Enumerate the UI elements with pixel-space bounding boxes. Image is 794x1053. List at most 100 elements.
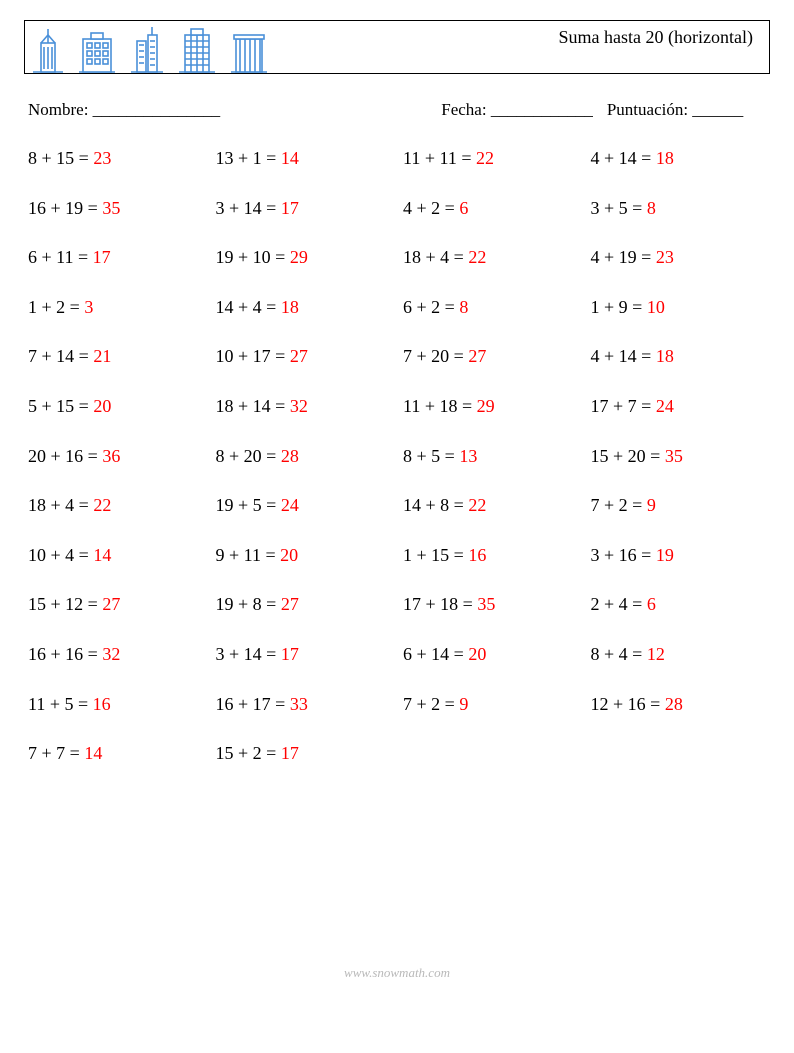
- problem: 14 + 8 = 22: [403, 495, 579, 517]
- problem: 4 + 14 = 18: [591, 148, 767, 170]
- problem: 18 + 14 = 32: [216, 396, 392, 418]
- problem: 19 + 5 = 24: [216, 495, 392, 517]
- problem: 11 + 5 = 16: [28, 694, 204, 716]
- problem-expression: 9 + 11 =: [216, 545, 281, 565]
- problem-expression: 11 + 5 =: [28, 694, 93, 714]
- problem-expression: 15 + 12 =: [28, 594, 102, 614]
- problem-expression: 3 + 16 =: [591, 545, 656, 565]
- problem-answer: 17: [281, 743, 299, 763]
- problem: 15 + 2 = 17: [216, 743, 392, 765]
- problem: 7 + 20 = 27: [403, 346, 579, 368]
- problem-answer: 8: [647, 198, 656, 218]
- problem: 15 + 20 = 35: [591, 446, 767, 468]
- problem-expression: 6 + 14 =: [403, 644, 468, 664]
- problem-expression: 16 + 17 =: [216, 694, 290, 714]
- problem: 17 + 18 = 35: [403, 594, 579, 616]
- problem-answer: 35: [477, 594, 495, 614]
- building-icon: [177, 25, 217, 73]
- problem-expression: 11 + 11 =: [403, 148, 476, 168]
- problem: 3 + 5 = 8: [591, 198, 767, 220]
- problem-answer: 18: [656, 346, 674, 366]
- problem: 7 + 14 = 21: [28, 346, 204, 368]
- problem-answer: 28: [281, 446, 299, 466]
- problem-expression: 18 + 4 =: [403, 247, 468, 267]
- problem-expression: 7 + 2 =: [403, 694, 459, 714]
- problem: 2 + 4 = 6: [591, 594, 767, 616]
- problem: 12 + 16 = 28: [591, 694, 767, 716]
- problem-answer: 14: [93, 545, 111, 565]
- problem: 8 + 4 = 12: [591, 644, 767, 666]
- problem-expression: 18 + 14 =: [216, 396, 290, 416]
- problem-expression: 8 + 20 =: [216, 446, 281, 466]
- building-icon: [229, 25, 269, 73]
- problem: 11 + 11 = 22: [403, 148, 579, 170]
- problem: 4 + 14 = 18: [591, 346, 767, 368]
- problem-answer: 14: [281, 148, 299, 168]
- problem-answer: 17: [281, 644, 299, 664]
- problem-answer: 23: [93, 148, 111, 168]
- problem-expression: 7 + 20 =: [403, 346, 468, 366]
- problem-expression: 13 + 1 =: [216, 148, 281, 168]
- problem-answer: 20: [280, 545, 298, 565]
- problem: 20 + 16 = 36: [28, 446, 204, 468]
- problem: 3 + 14 = 17: [216, 644, 392, 666]
- problem-answer: 36: [102, 446, 120, 466]
- problem-expression: 2 + 4 =: [591, 594, 647, 614]
- problem-answer: 24: [656, 396, 674, 416]
- problem-expression: 1 + 15 =: [403, 545, 468, 565]
- problem-expression: 19 + 10 =: [216, 247, 290, 267]
- problem-answer: 10: [647, 297, 665, 317]
- problem-expression: 18 + 4 =: [28, 495, 93, 515]
- problem: 10 + 17 = 27: [216, 346, 392, 368]
- footer-url: www.snowmath.com: [0, 965, 794, 981]
- problem: 14 + 4 = 18: [216, 297, 392, 319]
- problem-expression: 3 + 14 =: [216, 644, 281, 664]
- problem-expression: 14 + 8 =: [403, 495, 468, 515]
- problem-expression: 15 + 20 =: [591, 446, 665, 466]
- problem-answer: 18: [656, 148, 674, 168]
- problem-expression: 5 + 15 =: [28, 396, 93, 416]
- problem-answer: 22: [468, 247, 486, 267]
- problem-expression: 17 + 7 =: [591, 396, 656, 416]
- problem: 4 + 19 = 23: [591, 247, 767, 269]
- problem: 3 + 14 = 17: [216, 198, 392, 220]
- problem-expression: 4 + 2 =: [403, 198, 459, 218]
- problem-answer: 22: [468, 495, 486, 515]
- problem-expression: 1 + 9 =: [591, 297, 647, 317]
- problem-answer: 28: [665, 694, 683, 714]
- problem-answer: 14: [84, 743, 102, 763]
- problem-answer: 6: [459, 198, 468, 218]
- problem-answer: 32: [290, 396, 308, 416]
- problem-expression: 6 + 11 =: [28, 247, 93, 267]
- meta-row: Nombre: _______________ Fecha: _________…: [24, 100, 770, 120]
- problem: 8 + 20 = 28: [216, 446, 392, 468]
- problem: 19 + 10 = 29: [216, 247, 392, 269]
- name-label: Nombre: _______________: [28, 100, 220, 119]
- problem: 7 + 2 = 9: [403, 694, 579, 716]
- problem-answer: 29: [290, 247, 308, 267]
- problem-expression: 7 + 14 =: [28, 346, 93, 366]
- problem-expression: 7 + 2 =: [591, 495, 647, 515]
- problem-expression: 4 + 19 =: [591, 247, 656, 267]
- problem-answer: 3: [84, 297, 93, 317]
- problem: 1 + 2 = 3: [28, 297, 204, 319]
- problem-answer: 21: [93, 346, 111, 366]
- problem-answer: 16: [93, 694, 111, 714]
- problem-answer: 18: [281, 297, 299, 317]
- problem-answer: 9: [459, 694, 468, 714]
- worksheet-title: Suma hasta 20 (horizontal): [559, 21, 759, 48]
- problem-answer: 27: [468, 346, 486, 366]
- problem-answer: 27: [102, 594, 120, 614]
- problem: 18 + 4 = 22: [28, 495, 204, 517]
- building-icon: [77, 25, 117, 73]
- problem-expression: 19 + 8 =: [216, 594, 281, 614]
- problem: 15 + 12 = 27: [28, 594, 204, 616]
- problem-expression: 15 + 2 =: [216, 743, 281, 763]
- problem-expression: 6 + 2 =: [403, 297, 459, 317]
- problem: 17 + 7 = 24: [591, 396, 767, 418]
- date-label: Fecha: ____________: [441, 100, 593, 120]
- problem-answer: 35: [665, 446, 683, 466]
- building-icon: [31, 25, 65, 73]
- problem-expression: 3 + 14 =: [216, 198, 281, 218]
- problem-expression: 1 + 2 =: [28, 297, 84, 317]
